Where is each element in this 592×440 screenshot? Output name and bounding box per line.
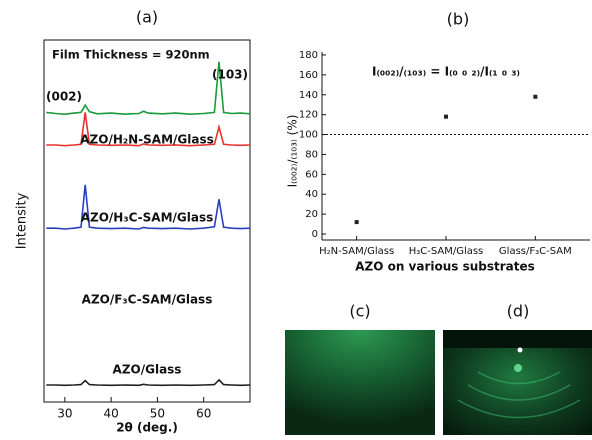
data-point	[444, 115, 448, 119]
y-tick-label: 0	[312, 229, 318, 240]
y-tick-label: 40	[305, 189, 318, 200]
y-tick-label: 180	[299, 50, 318, 61]
trace-label: AZO/H₂N-SAM/Glass	[80, 133, 214, 147]
data-point	[533, 95, 537, 99]
figure: (a) 30 40 50 60 2θ (deg.) Intensity AZO/H₂N-SAM…	[0, 0, 592, 435]
panel-title: (b)	[447, 10, 470, 29]
trace-label: AZO/F₃C-SAM/Glass	[82, 293, 213, 307]
peak-label: (103)	[212, 68, 248, 82]
y-tick-label: 160	[299, 70, 318, 81]
peak-label: (002)	[46, 90, 82, 104]
y-axis-label: I₍₀₀₂₎/₍₁₀₃₎ (%)	[286, 115, 300, 188]
x-axis-label: 2θ (deg.)	[116, 421, 178, 435]
data-point	[355, 220, 359, 224]
x-tick-label: 30	[57, 407, 72, 421]
x-tick-label: Glass/F₃C-SAM	[499, 246, 572, 257]
y-tick-label: 20	[305, 209, 318, 220]
y-axis-label: Intensity	[15, 192, 30, 249]
x-tick-label: 40	[103, 407, 118, 421]
trace-label: AZO/H₃C-SAM/Glass	[81, 211, 214, 225]
y-tick-label: 60	[305, 169, 318, 180]
x-tick-label: 50	[150, 407, 165, 421]
panel-title: (a)	[136, 8, 158, 27]
x-tick-label: H₂N-SAM/Glass	[319, 246, 394, 257]
y-tick-label: 140	[299, 90, 318, 101]
x-tick-label: H₃C-SAM/Glass	[409, 246, 484, 257]
rheed-image-c	[285, 330, 435, 435]
y-tick-label: 80	[305, 149, 318, 160]
y-tick-label: 120	[299, 110, 318, 121]
rheed-image-d	[443, 330, 592, 435]
trace-label: AZO/Glass	[113, 363, 182, 377]
x-axis-label: AZO on various substrates	[355, 260, 535, 274]
annotation: Film Thickness = 920nm	[52, 48, 210, 62]
x-tick-label: 60	[196, 407, 211, 421]
y-tick-label: 100	[299, 130, 318, 141]
formula: I₍₀₀₂₎/₍₁₀₃₎ = I₍₀ ₀ ₂₎/I₍₁ ₀ ₃₎	[372, 65, 520, 79]
spectrum-line	[46, 380, 250, 385]
panel-title: (c)	[349, 302, 370, 321]
panel-title: (d)	[507, 302, 530, 321]
